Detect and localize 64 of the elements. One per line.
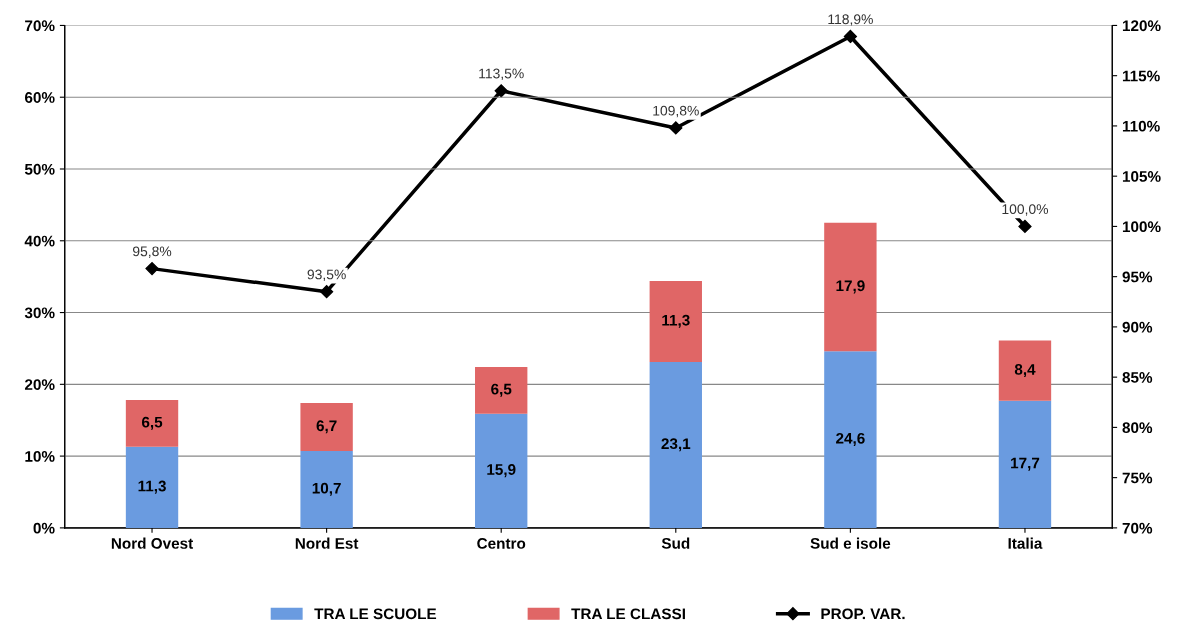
bar xyxy=(300,451,353,528)
data-label: 100,0% xyxy=(1002,204,1049,216)
x-tick-label: Sud e isole xyxy=(810,537,891,549)
legend-label: PROP. VAR. xyxy=(821,608,905,620)
bar xyxy=(824,222,877,352)
data-label: 109,8% xyxy=(653,105,699,118)
data-label: 8,4 xyxy=(1014,363,1036,377)
y-tick-label: 20% xyxy=(24,379,55,391)
y2-tick-label: 95% xyxy=(1122,271,1153,283)
point xyxy=(145,262,159,276)
y2-tick-label: 75% xyxy=(1122,472,1153,484)
y2-tick-label: 80% xyxy=(1122,422,1153,434)
y-tick-label: 70% xyxy=(25,20,55,32)
data-label: 118,9% xyxy=(828,14,873,26)
y2-tick-label: 100% xyxy=(1122,221,1161,233)
bar xyxy=(125,446,179,528)
bar xyxy=(125,400,179,447)
y-tick-label: 30% xyxy=(24,307,55,319)
y2-tick-label: 105% xyxy=(1122,171,1161,182)
y-tick-label: 40% xyxy=(24,235,55,247)
data-label: 23,1 xyxy=(661,438,691,452)
data-label: 15,9 xyxy=(487,464,516,478)
data-label: 11,3 xyxy=(138,480,166,494)
data-label: 93,5% xyxy=(307,269,346,282)
y2-tick-label: 85% xyxy=(1122,372,1153,383)
y2-tick-label: 70% xyxy=(1122,522,1153,534)
legend-label: TRA LE SCUOLE xyxy=(314,608,437,620)
y2-tick-label: 90% xyxy=(1122,321,1153,333)
bar xyxy=(300,402,353,452)
point xyxy=(320,285,334,299)
x-tick-label: Sud xyxy=(661,537,690,549)
data-label: 11,3 xyxy=(662,314,690,328)
x-tick-label: Nord Est xyxy=(295,537,359,549)
bar xyxy=(649,280,702,363)
data-label: 6,5 xyxy=(141,416,163,430)
data-label: 95,8% xyxy=(132,246,172,258)
data-label: 24,6 xyxy=(836,432,865,446)
y-tick-label: 50% xyxy=(24,163,55,175)
bar xyxy=(998,340,1052,401)
x-tick-label: Nord Ovest xyxy=(111,537,194,549)
point xyxy=(494,84,508,98)
bar xyxy=(824,351,877,528)
bar xyxy=(475,367,528,414)
data-label: 113,5% xyxy=(479,68,524,81)
data-label: 6,5 xyxy=(491,383,512,397)
x-tick-label: Italia xyxy=(1008,537,1043,549)
y2-tick-label: 110% xyxy=(1122,120,1160,132)
point xyxy=(1018,219,1032,234)
data-label: 6,7 xyxy=(316,420,337,434)
y2-tick-label: 120% xyxy=(1122,20,1161,32)
data-label: 17,9 xyxy=(836,280,865,294)
y2-tick-label: 115% xyxy=(1122,70,1160,82)
data-label: 17,7 xyxy=(1011,457,1040,471)
y-tick-label: 60% xyxy=(24,92,55,103)
y-tick-label: 10% xyxy=(25,450,55,462)
bar xyxy=(649,362,702,528)
point xyxy=(843,29,857,44)
legend-label: TRA LE CLASSI xyxy=(571,608,685,620)
x-tick-label: Centro xyxy=(477,538,526,549)
data-label: 10,7 xyxy=(312,482,341,496)
bar xyxy=(998,400,1052,528)
bar xyxy=(475,413,528,528)
y-tick-label: 0% xyxy=(33,522,55,534)
point xyxy=(669,121,683,135)
